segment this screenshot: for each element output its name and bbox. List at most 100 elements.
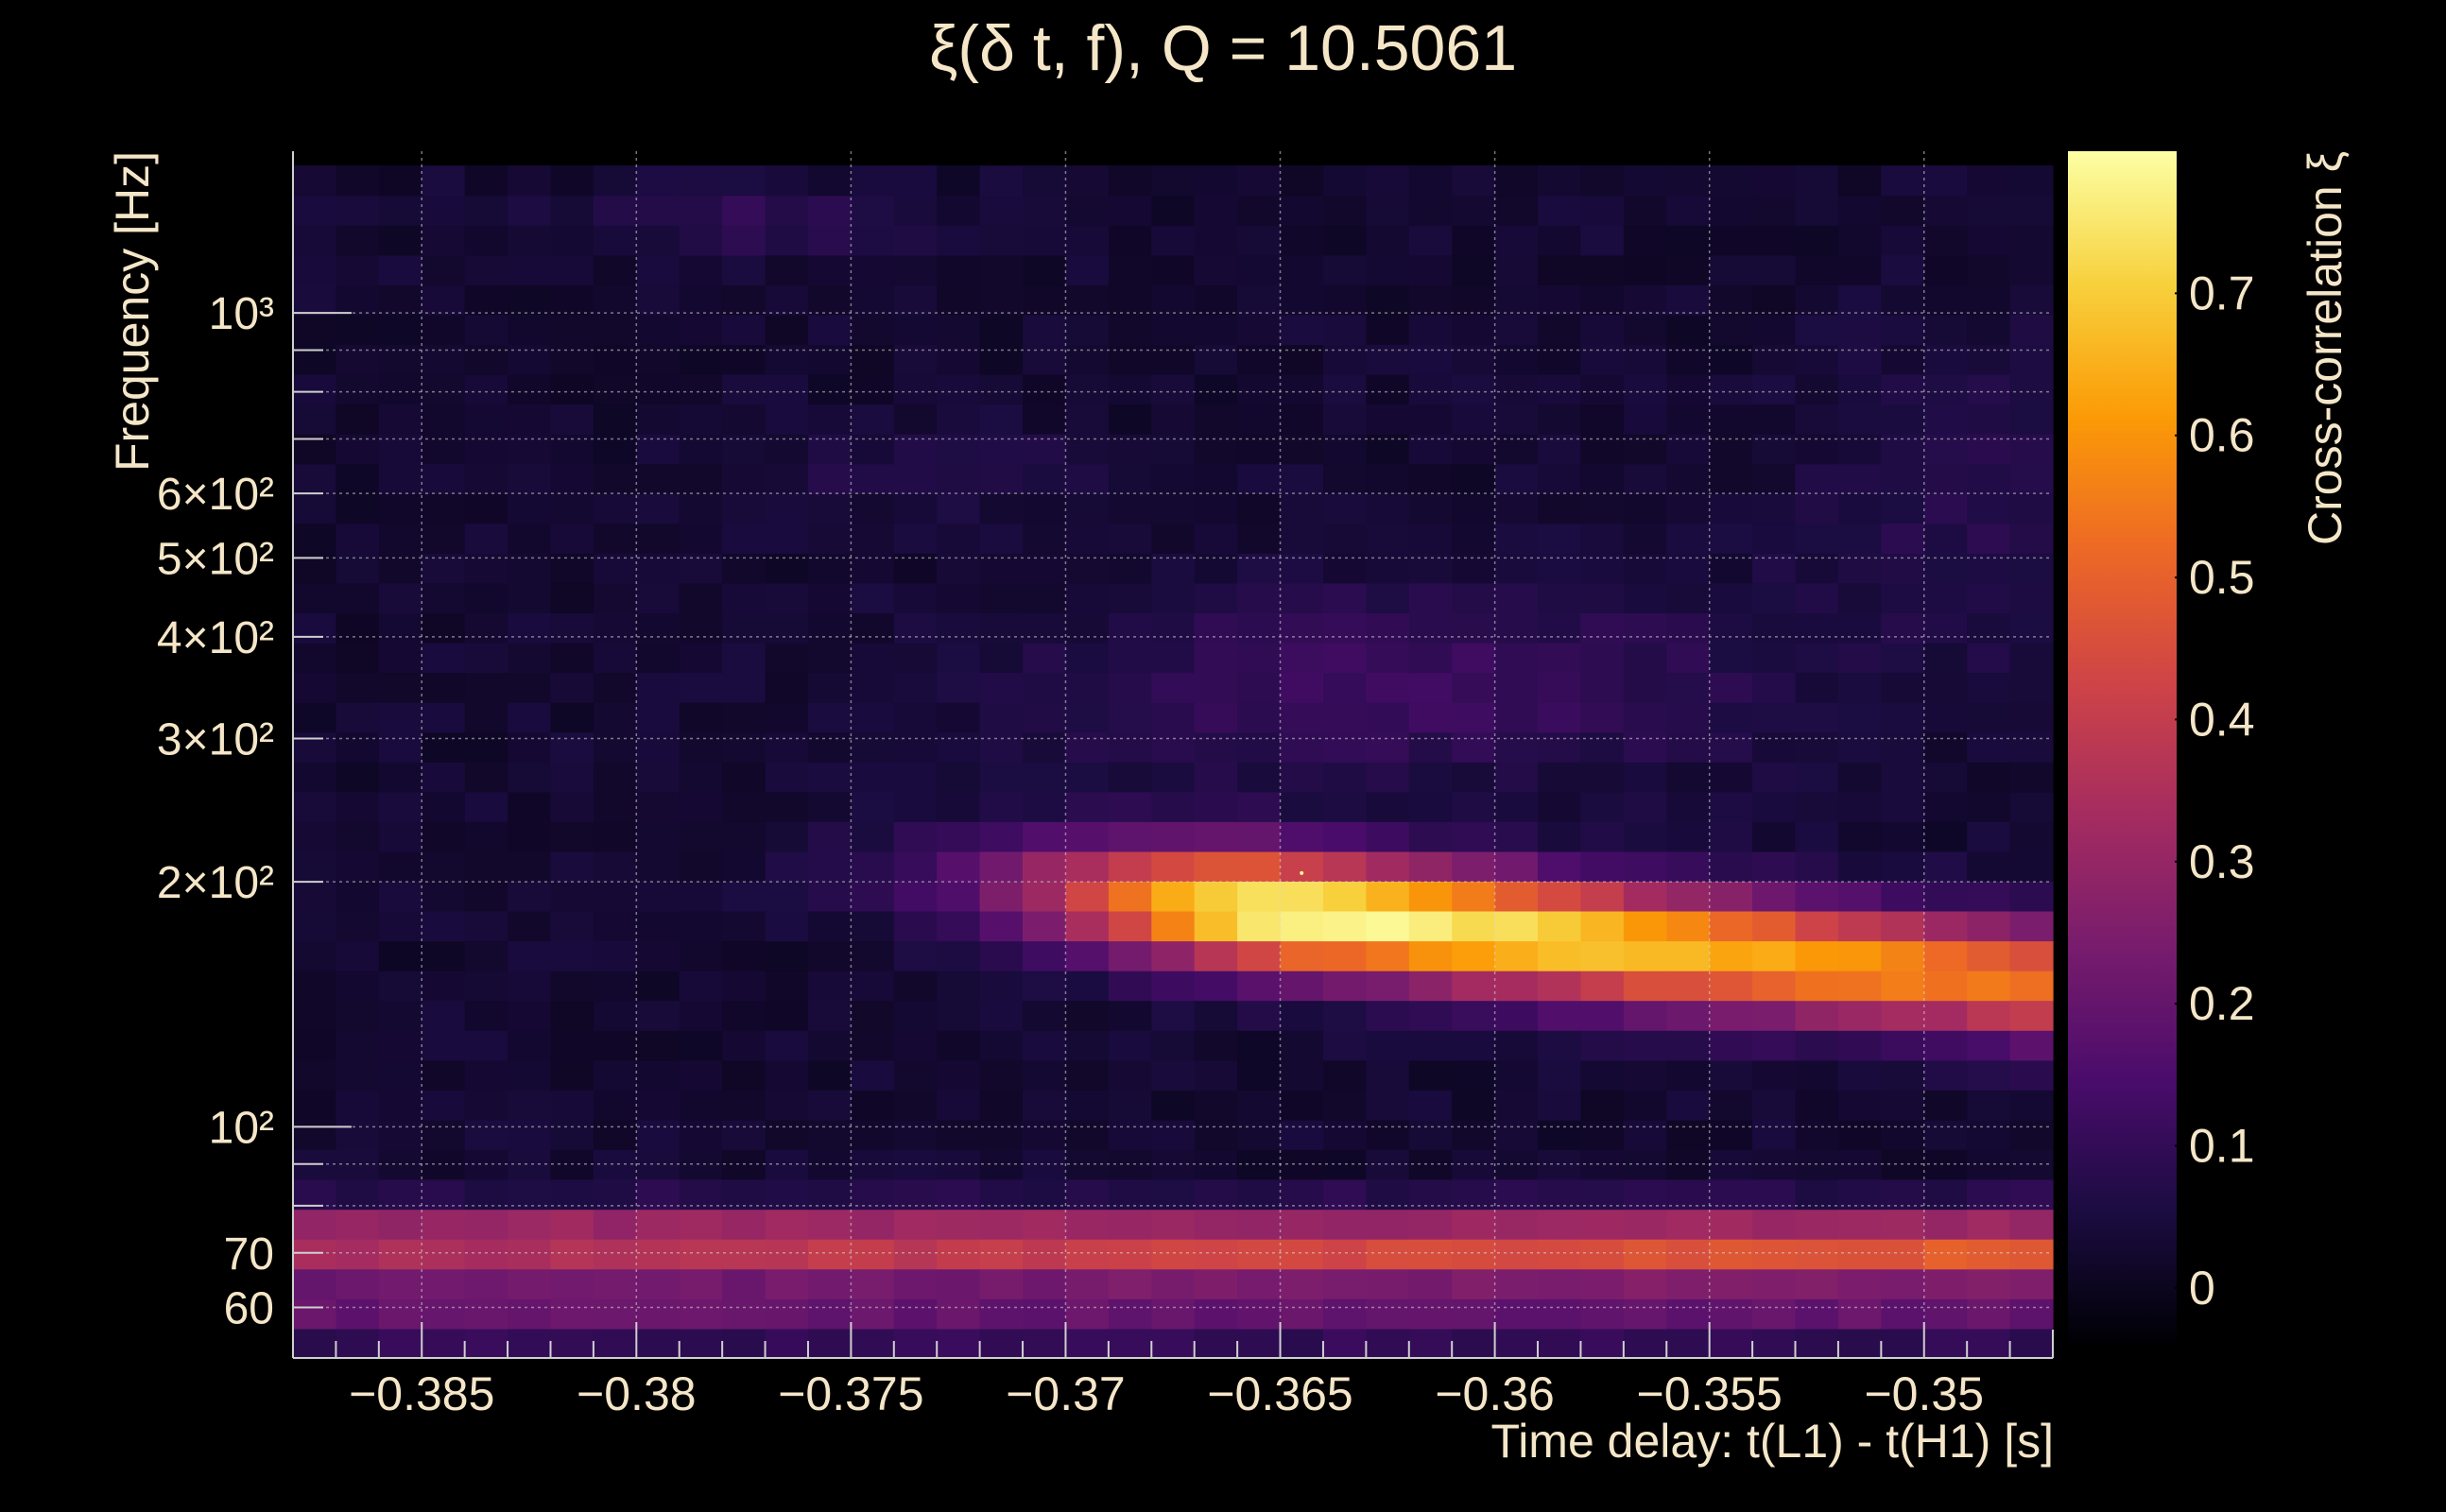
heatmap-cell (1108, 1000, 1152, 1031)
heatmap-cell (1108, 493, 1152, 524)
heatmap-cell (722, 1000, 767, 1031)
heatmap-cell (679, 314, 723, 345)
heatmap-cell (508, 1059, 552, 1091)
heatmap-cell (765, 1268, 809, 1299)
heatmap-cell (293, 791, 336, 822)
heatmap-cell (851, 284, 895, 316)
heatmap-cell (1494, 1239, 1539, 1270)
heatmap-cell (937, 463, 981, 494)
heatmap-cell (422, 1059, 466, 1091)
heatmap-cell (808, 612, 852, 644)
heatmap-cell (1108, 463, 1152, 494)
heatmap-cell (851, 225, 895, 256)
heatmap-cell (851, 702, 895, 733)
heatmap-cell (1752, 1059, 1797, 1091)
heatmap-cell (808, 1298, 852, 1330)
heatmap-cell (937, 1059, 981, 1091)
heatmap-cell (2009, 553, 2054, 584)
heatmap-cell (2009, 672, 2054, 703)
heatmap-cell (1881, 1000, 1925, 1031)
heatmap-cell (1151, 1059, 1196, 1091)
heatmap-cell (1151, 762, 1196, 793)
heatmap-cell (1752, 254, 1797, 285)
heatmap-cell (378, 1030, 422, 1061)
heatmap-cell (1023, 1090, 1066, 1121)
heatmap-cell (1023, 1030, 1066, 1061)
heatmap-cell (1023, 1120, 1066, 1150)
heatmap-cell (1538, 1329, 1581, 1359)
heatmap-cell (1151, 1120, 1196, 1150)
x-tick-label: −0.38 (577, 1367, 697, 1420)
heatmap-cell (1795, 374, 1839, 405)
heatmap-cell (679, 553, 723, 584)
heatmap-cell (1967, 762, 2011, 793)
heatmap-cell (293, 821, 336, 852)
heatmap-cell (1538, 284, 1581, 316)
heatmap-cell (1967, 850, 2011, 882)
heatmap-cell (1666, 225, 1711, 256)
heatmap-cell (422, 1239, 466, 1270)
heatmap-cell (1752, 165, 1797, 197)
heatmap-cell (1280, 1178, 1324, 1211)
heatmap-cell (1323, 821, 1367, 852)
heatmap-cell (722, 731, 767, 763)
heatmap-cell (1795, 643, 1839, 674)
heatmap-cell (1709, 791, 1753, 822)
heatmap-cell (937, 940, 981, 971)
heatmap-cell (1580, 850, 1625, 882)
heatmap-cell (1538, 1090, 1581, 1121)
heatmap-cell (336, 762, 380, 793)
heatmap-cell (1452, 254, 1496, 285)
heatmap-cell (937, 1178, 981, 1211)
heatmap-cell (765, 344, 809, 375)
heatmap-cell (336, 165, 380, 197)
heatmap-cell (2009, 643, 2054, 674)
heatmap-cell (1452, 1268, 1496, 1299)
heatmap-cell (1580, 731, 1625, 763)
heatmap-cell (893, 1120, 938, 1150)
heatmap-cell (636, 463, 680, 494)
heatmap-cell (1709, 1000, 1753, 1031)
heatmap-cell (722, 971, 767, 1002)
heatmap-cell (1237, 1178, 1282, 1211)
heatmap-cell (1194, 195, 1238, 226)
heatmap-cell (1837, 762, 1882, 793)
heatmap-cell (1795, 1209, 1839, 1240)
heatmap-cell (1923, 672, 1968, 703)
heatmap-cell (378, 374, 422, 405)
heatmap-cell (1452, 463, 1496, 494)
heatmap-cell (1194, 971, 1238, 1002)
heatmap-cell (1837, 523, 1882, 554)
heatmap-cell (2009, 1120, 2054, 1150)
heatmap-cell (1452, 940, 1496, 971)
heatmap-cell (1194, 582, 1238, 613)
heatmap-cell (422, 1120, 466, 1150)
heatmap-cell (1452, 702, 1496, 733)
heatmap-cell (1323, 284, 1367, 316)
heatmap-cell (293, 971, 336, 1002)
heatmap-cell (1494, 1298, 1539, 1330)
heatmap-cell (1709, 1209, 1753, 1240)
heatmap-cell (722, 762, 767, 793)
heatmap-cell (765, 881, 809, 912)
heatmap-cell (1280, 493, 1324, 524)
heatmap-cell (378, 404, 422, 435)
heatmap-cell (1881, 612, 1925, 644)
heatmap-cell (893, 971, 938, 1002)
heatmap-cell (422, 523, 466, 554)
heatmap-cell (464, 374, 508, 405)
heatmap-cell (1666, 762, 1711, 793)
heatmap-cell (1452, 1059, 1496, 1091)
heatmap-cell (1065, 1329, 1110, 1359)
heatmap-cell (422, 821, 466, 852)
heatmap-cell (1023, 762, 1066, 793)
heatmap-cell (937, 702, 981, 733)
heatmap-cell (851, 612, 895, 644)
heatmap-cell (1709, 910, 1753, 942)
heatmap-cell (1151, 284, 1196, 316)
heatmap-cell (508, 1178, 552, 1211)
heatmap-cell (378, 254, 422, 285)
heatmap-cell (593, 523, 637, 554)
heatmap-cell (1151, 523, 1196, 554)
heatmap-cell (422, 1329, 466, 1359)
